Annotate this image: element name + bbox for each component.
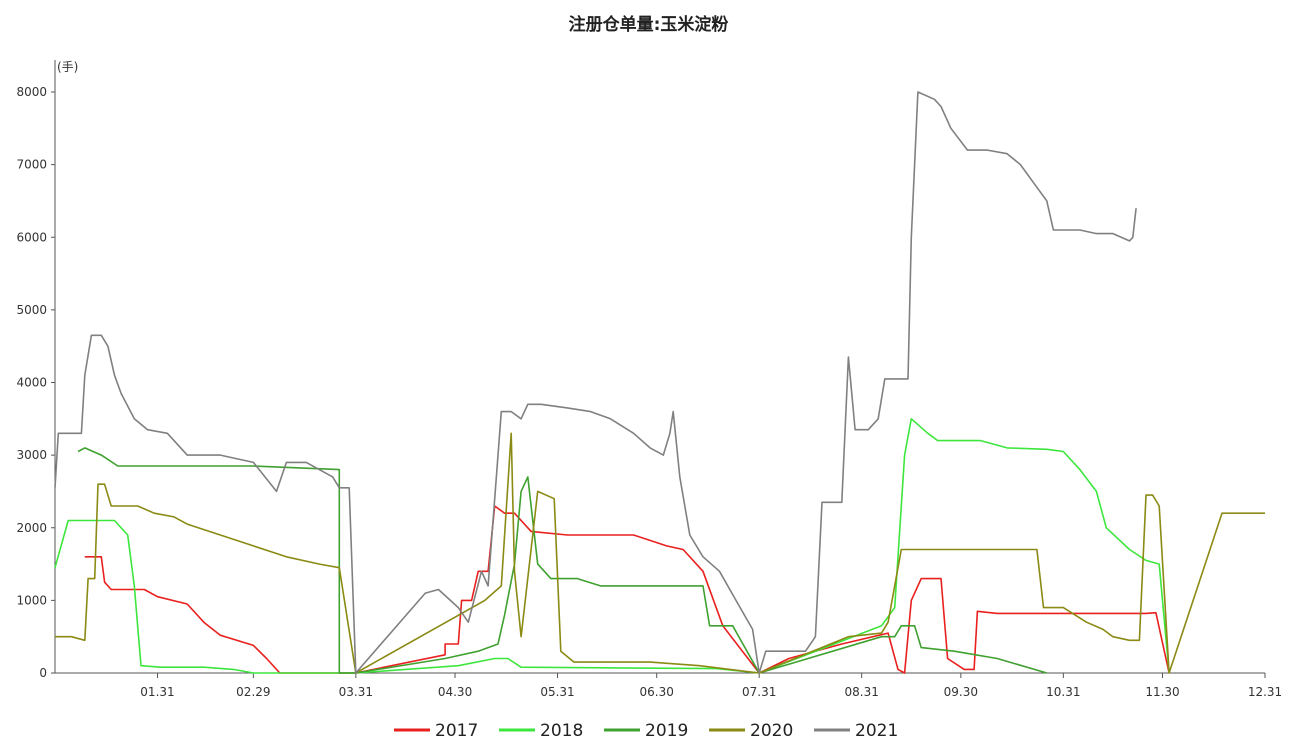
y-tick-label: 4000 xyxy=(16,376,47,390)
y-tick-label: 1000 xyxy=(16,593,47,607)
legend-item-2021: 2021 xyxy=(814,721,898,741)
legend-label: 2020 xyxy=(750,721,793,741)
x-tick-label: 12.31 xyxy=(1248,685,1282,699)
x-tick-label: 02.29 xyxy=(236,685,270,699)
y-tick-label: 7000 xyxy=(16,158,47,172)
legend-item-2020: 2020 xyxy=(709,721,793,741)
legend-label: 2017 xyxy=(435,721,478,741)
series-line-2017 xyxy=(84,505,1170,674)
series-line-2021 xyxy=(54,91,1137,674)
x-tick-label: 11.30 xyxy=(1145,685,1179,699)
chart-title: 注册仓单量:玉米淀粉 xyxy=(568,15,729,35)
y-tick-label: 0 xyxy=(39,666,47,680)
legend: 2017 2018 2019 2020 2021 xyxy=(394,721,898,741)
y-tick-label: 5000 xyxy=(16,303,47,317)
x-tick-label: 01.31 xyxy=(140,685,174,699)
x-tick-label: 07.31 xyxy=(742,685,776,699)
x-tick-label: 03.31 xyxy=(339,685,373,699)
y-axis-unit-label: (手) xyxy=(57,60,78,74)
legend-label: 2019 xyxy=(645,721,688,741)
legend-item-2019: 2019 xyxy=(604,721,688,741)
y-tick-label: 6000 xyxy=(16,230,47,244)
legend-item-2018: 2018 xyxy=(499,721,583,741)
x-tick-label: 04.30 xyxy=(438,685,472,699)
x-tick-label: 10.31 xyxy=(1046,685,1080,699)
x-tick-label: 09.30 xyxy=(944,685,978,699)
x-tick-label: 08.31 xyxy=(844,685,878,699)
legend-item-2017: 2017 xyxy=(394,721,478,741)
series-line-2019 xyxy=(77,447,1048,674)
legend-label: 2018 xyxy=(540,721,583,741)
x-tick-label: 05.31 xyxy=(540,685,574,699)
y-tick-label: 8000 xyxy=(16,85,47,99)
series-line-2020 xyxy=(55,432,1265,674)
y-tick-label: 3000 xyxy=(16,448,47,462)
axes: (手) 0 1000 2000 3000 4000 5000 6000 7000 8000 01.3… xyxy=(16,60,1282,699)
series-lines xyxy=(54,91,1265,674)
y-tick-label: 2000 xyxy=(16,521,47,535)
x-tick-label: 06.30 xyxy=(640,685,674,699)
series-line-2018 xyxy=(54,417,1170,674)
legend-label: 2021 xyxy=(855,721,898,741)
